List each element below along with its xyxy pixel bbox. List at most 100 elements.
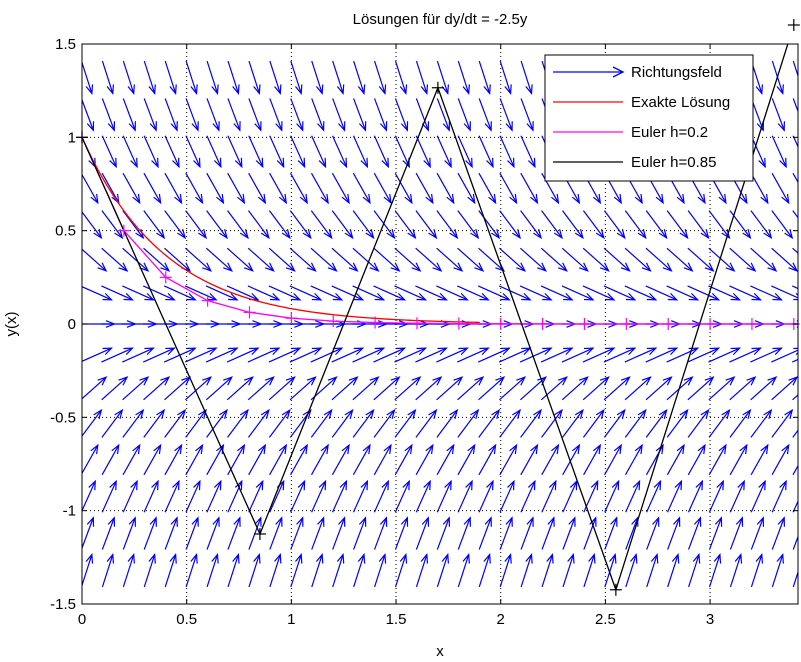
arrow-shaft [143, 480, 159, 513]
arrow-head [683, 376, 694, 386]
arrow-shaft [185, 135, 201, 168]
field-arrow [624, 408, 647, 438]
arrow-shaft [122, 554, 135, 588]
field-arrow [604, 443, 622, 476]
arrow-head [758, 479, 766, 491]
arrow-head [239, 229, 249, 240]
field-arrow [122, 443, 141, 476]
arrow-head [441, 553, 449, 564]
arrow-shaft [520, 98, 534, 131]
arrow-head [449, 229, 459, 240]
field-arrow [603, 285, 637, 301]
field-arrow [248, 98, 262, 132]
field-arrow [122, 98, 136, 132]
arrow-shaft [82, 409, 102, 438]
field-arrow [771, 376, 798, 401]
arrow-head [739, 193, 748, 205]
arrow-head [432, 376, 443, 386]
arrow-head [402, 479, 410, 491]
arrow-head [491, 408, 501, 419]
arrow-head [653, 479, 662, 491]
field-arrow [582, 408, 605, 438]
arrow-shaft [185, 60, 198, 94]
arrow-shaft [268, 210, 291, 239]
field-arrow [415, 376, 443, 401]
arrow-shaft [415, 444, 434, 476]
arrow-shaft [268, 285, 301, 301]
field-arrow [290, 553, 303, 588]
arrow-shaft [331, 247, 358, 272]
field-arrow [457, 376, 485, 401]
field-arrow [708, 553, 722, 588]
arrow-shaft [164, 60, 177, 94]
field-arrow [457, 247, 485, 272]
arrow-head [567, 553, 575, 564]
field-arrow [310, 247, 338, 272]
arrow-shaft [82, 173, 99, 204]
arrow-shaft [541, 409, 563, 438]
arrow-shaft [499, 444, 518, 476]
arrow-shaft [82, 480, 96, 513]
arrow-shaft [164, 135, 180, 168]
arrow-shaft [624, 347, 657, 363]
arrow-head [378, 553, 387, 564]
field-arrow [82, 173, 99, 205]
field-arrow [143, 60, 156, 95]
field-arrow [268, 347, 302, 363]
arrow-shaft [122, 409, 144, 438]
arrow-shaft [436, 347, 468, 363]
arrow-shaft [583, 554, 595, 588]
arrow-head [269, 347, 281, 356]
arrow-head [332, 292, 344, 301]
field-arrow [478, 98, 492, 132]
arrow-head [109, 157, 117, 169]
arrow-shaft [289, 347, 322, 363]
field-arrow [227, 516, 241, 550]
arrow-shaft [101, 409, 123, 438]
arrow-shaft [164, 376, 191, 401]
arrow-shaft [666, 444, 685, 476]
arrow-head [416, 292, 428, 301]
field-arrow [332, 60, 345, 95]
field-arrow [415, 210, 438, 240]
arrow-head [509, 193, 518, 205]
arrow-head [495, 376, 506, 386]
field-arrow [541, 443, 560, 476]
arrow-head [760, 193, 769, 205]
arrow-head [264, 376, 275, 386]
arrow-shaft [415, 347, 447, 363]
arrow-head [404, 443, 413, 455]
marker-euler-h-0-2 [327, 315, 340, 328]
arrow-shaft [311, 60, 323, 94]
arrow-head [383, 443, 392, 455]
arrow-shaft [82, 347, 112, 362]
legend-box [544, 54, 754, 182]
arrow-shaft [436, 172, 455, 204]
arrow-head [641, 376, 652, 386]
field-arrow [122, 285, 155, 301]
arrow-head [177, 229, 187, 240]
arrow-head [311, 292, 323, 301]
arrow-shaft [206, 444, 224, 476]
field-arrow [436, 210, 459, 240]
arrow-head [374, 292, 386, 301]
field-arrow [164, 172, 183, 205]
field-arrow [646, 479, 662, 513]
arrow-shaft [394, 210, 416, 239]
arrow-shaft [792, 285, 798, 290]
arrow-shaft [436, 480, 452, 513]
arrow-head [542, 292, 553, 301]
arrow-shaft [667, 517, 681, 550]
arrow-head [751, 292, 762, 301]
arrow-head [107, 516, 116, 527]
arrow-shaft [353, 60, 365, 94]
arrow-head [317, 121, 325, 132]
arrow-head [358, 516, 367, 527]
arrow-head [338, 121, 346, 132]
arrow-head [646, 347, 658, 356]
arrow-shaft [226, 285, 259, 301]
arrow-head [386, 408, 396, 419]
arrow-shaft [332, 554, 344, 588]
arrow-shaft [582, 285, 615, 301]
field-arrow [708, 376, 736, 401]
